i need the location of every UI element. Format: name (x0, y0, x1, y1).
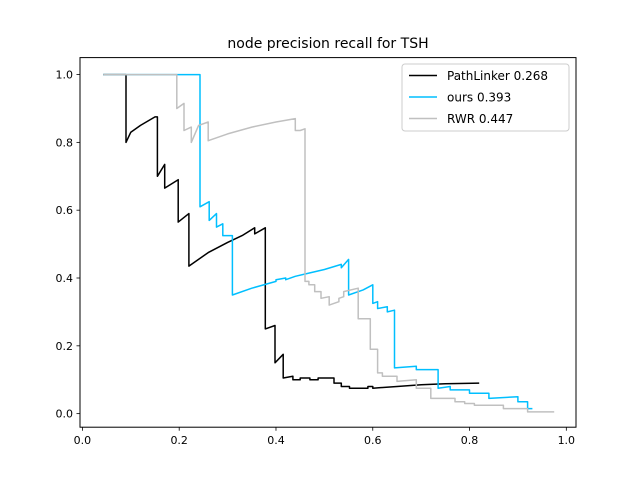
axes-frame (79, 57, 577, 428)
y-tick-label: 0.6 (56, 204, 74, 217)
legend-label-0: PathLinker 0.268 (447, 69, 548, 83)
y-tick-label: 0.4 (56, 272, 74, 285)
legend-label-2: RWR 0.447 (447, 112, 513, 126)
x-tick-label: 0.0 (74, 434, 92, 447)
legend-label-1: ours 0.393 (447, 91, 511, 105)
y-tick-label: 1.0 (56, 69, 74, 82)
series-line-0 (103, 73, 480, 389)
y-tick-label: 0.2 (56, 340, 74, 353)
x-tick-label: 1.0 (558, 434, 576, 447)
axis-ticks: 0.0 0.2 0.4 0.6 0.8 1.0 0.0 0.2 0.4 0.6 0.8 1.0 (56, 69, 576, 448)
x-tick-label: 0.2 (170, 434, 188, 447)
legend: PathLinker 0.268 ours 0.393 RWR 0.447 (401, 63, 570, 132)
x-tick-label: 0.6 (364, 434, 382, 447)
x-tick-label: 0.8 (461, 434, 479, 447)
y-tick-label: 0.8 (56, 136, 74, 149)
chart-title: node precision recall for TSH (227, 36, 428, 52)
plot-area (103, 73, 555, 413)
series-line-2 (103, 73, 555, 413)
x-tick-label: 0.4 (267, 434, 285, 447)
legend-box (401, 63, 570, 132)
series-line-1 (103, 73, 533, 410)
y-tick-label: 0.0 (56, 408, 74, 421)
